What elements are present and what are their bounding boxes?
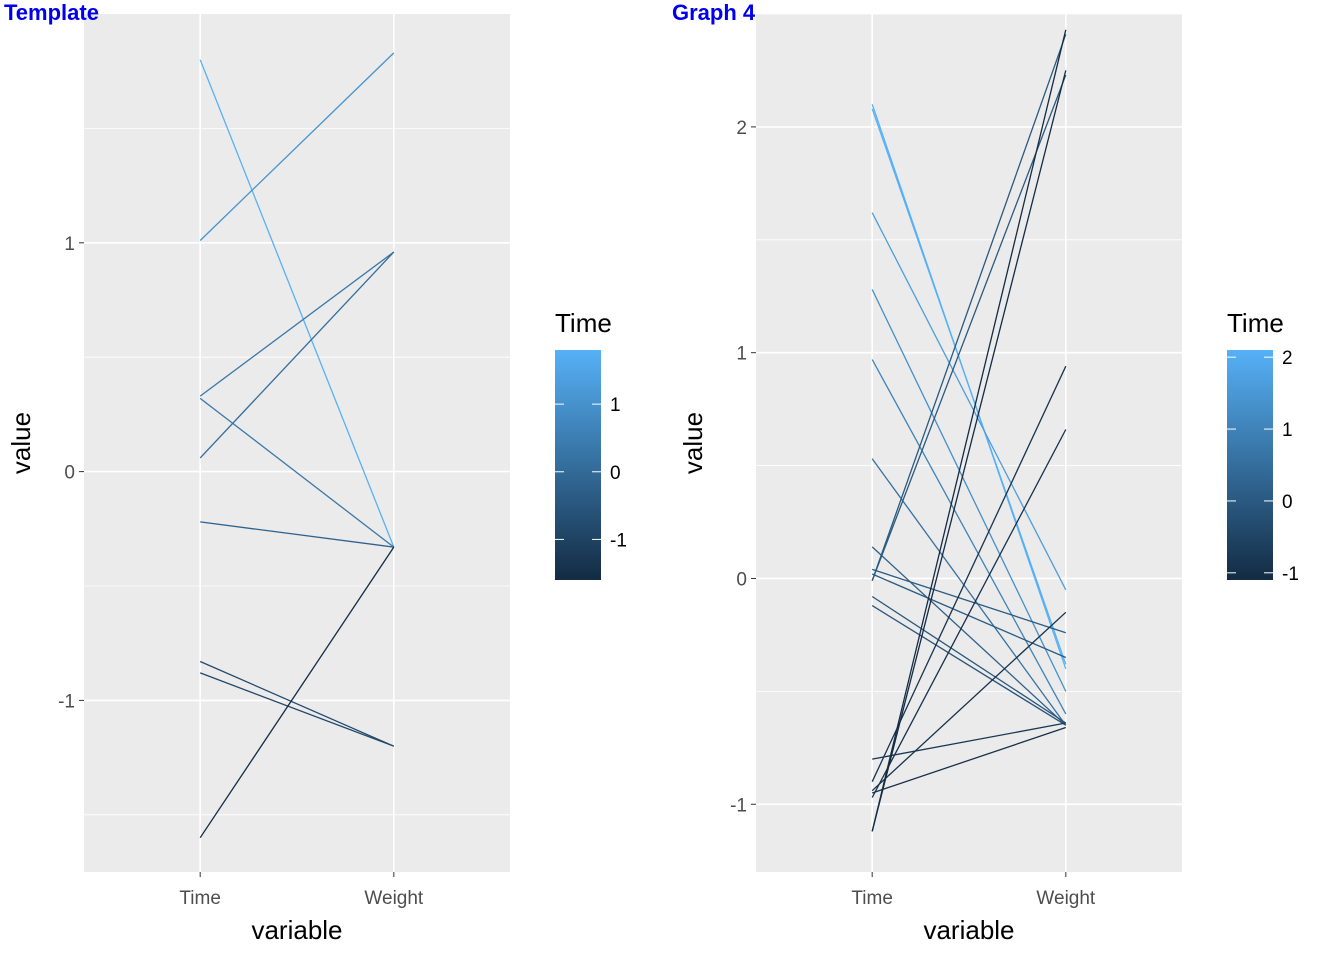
series-line-9 [199,546,395,839]
legend-title: Time [1227,308,1284,338]
series-line-2 [871,108,1067,665]
series-line-19 [871,29,1067,832]
series-line-3 [871,212,1067,591]
series-line-10 [871,74,1067,581]
plot-background [756,14,1182,872]
series-line-20 [871,70,1067,832]
series-line-6 [200,521,394,548]
series-line-13 [871,605,1067,726]
legend-tick-label: 0 [610,463,621,484]
legend-tick-label: 0 [1282,492,1293,513]
series-line-4 [871,289,1067,692]
series-line-18 [871,429,1067,798]
legend-tick-label: -1 [1282,564,1299,585]
y-tick-label: 1 [736,344,747,365]
x-axis-title: variable [923,915,1014,945]
series-line-3 [199,251,395,397]
series-line-7 [199,660,395,747]
y-axis-title: value [678,412,708,474]
series-line-7 [871,546,1067,726]
series-line-5 [871,359,1067,715]
x-tick-label: Time [851,888,893,909]
legend-tick-label: 2 [1282,348,1293,369]
series-line-12 [871,595,1067,724]
series-line-14 [872,722,1066,760]
x-tick-label: Weight [1036,888,1096,909]
series-line-5 [199,251,395,459]
legend-tick-label: 1 [1282,420,1293,441]
y-tick-label: 1 [64,234,75,255]
series-line-16 [871,611,1067,792]
y-tick-label: 2 [736,118,747,139]
y-tick-label: 0 [736,569,747,590]
chart-panel-1: -1 0 1 Time Weight variable value Template Time -… [4,0,627,945]
y-tick-label: 0 [64,463,75,484]
series-line-1 [199,59,395,548]
series-line-2 [199,52,395,241]
x-tick-label: Time [179,888,221,909]
y-tick-label: -1 [730,795,747,816]
plot-title: Template [4,0,99,25]
plot-background [84,14,510,872]
legend-title: Time [555,308,612,338]
series-line-9 [871,573,1067,659]
plot-title: Graph 4 [672,0,756,25]
series-line-11 [871,34,1067,581]
series-line-6 [871,458,1067,726]
series-line-15 [871,365,1067,782]
x-axis-title: variable [251,915,342,945]
y-tick-label: -1 [58,691,75,712]
legend-tick-label: -1 [610,530,627,551]
legend-colorbar [1227,350,1273,580]
series-line-8 [199,672,395,747]
y-axis-title: value [6,412,36,474]
series-line-8 [871,568,1067,634]
legend-tick-label: 1 [610,395,621,416]
x-tick-label: Weight [364,888,424,909]
series-line-17 [871,726,1067,794]
legend-colorbar [555,350,601,580]
chart-panel-2: -1 0 1 2 Time Weight variable value Graph 4 Time -… [672,0,1299,945]
